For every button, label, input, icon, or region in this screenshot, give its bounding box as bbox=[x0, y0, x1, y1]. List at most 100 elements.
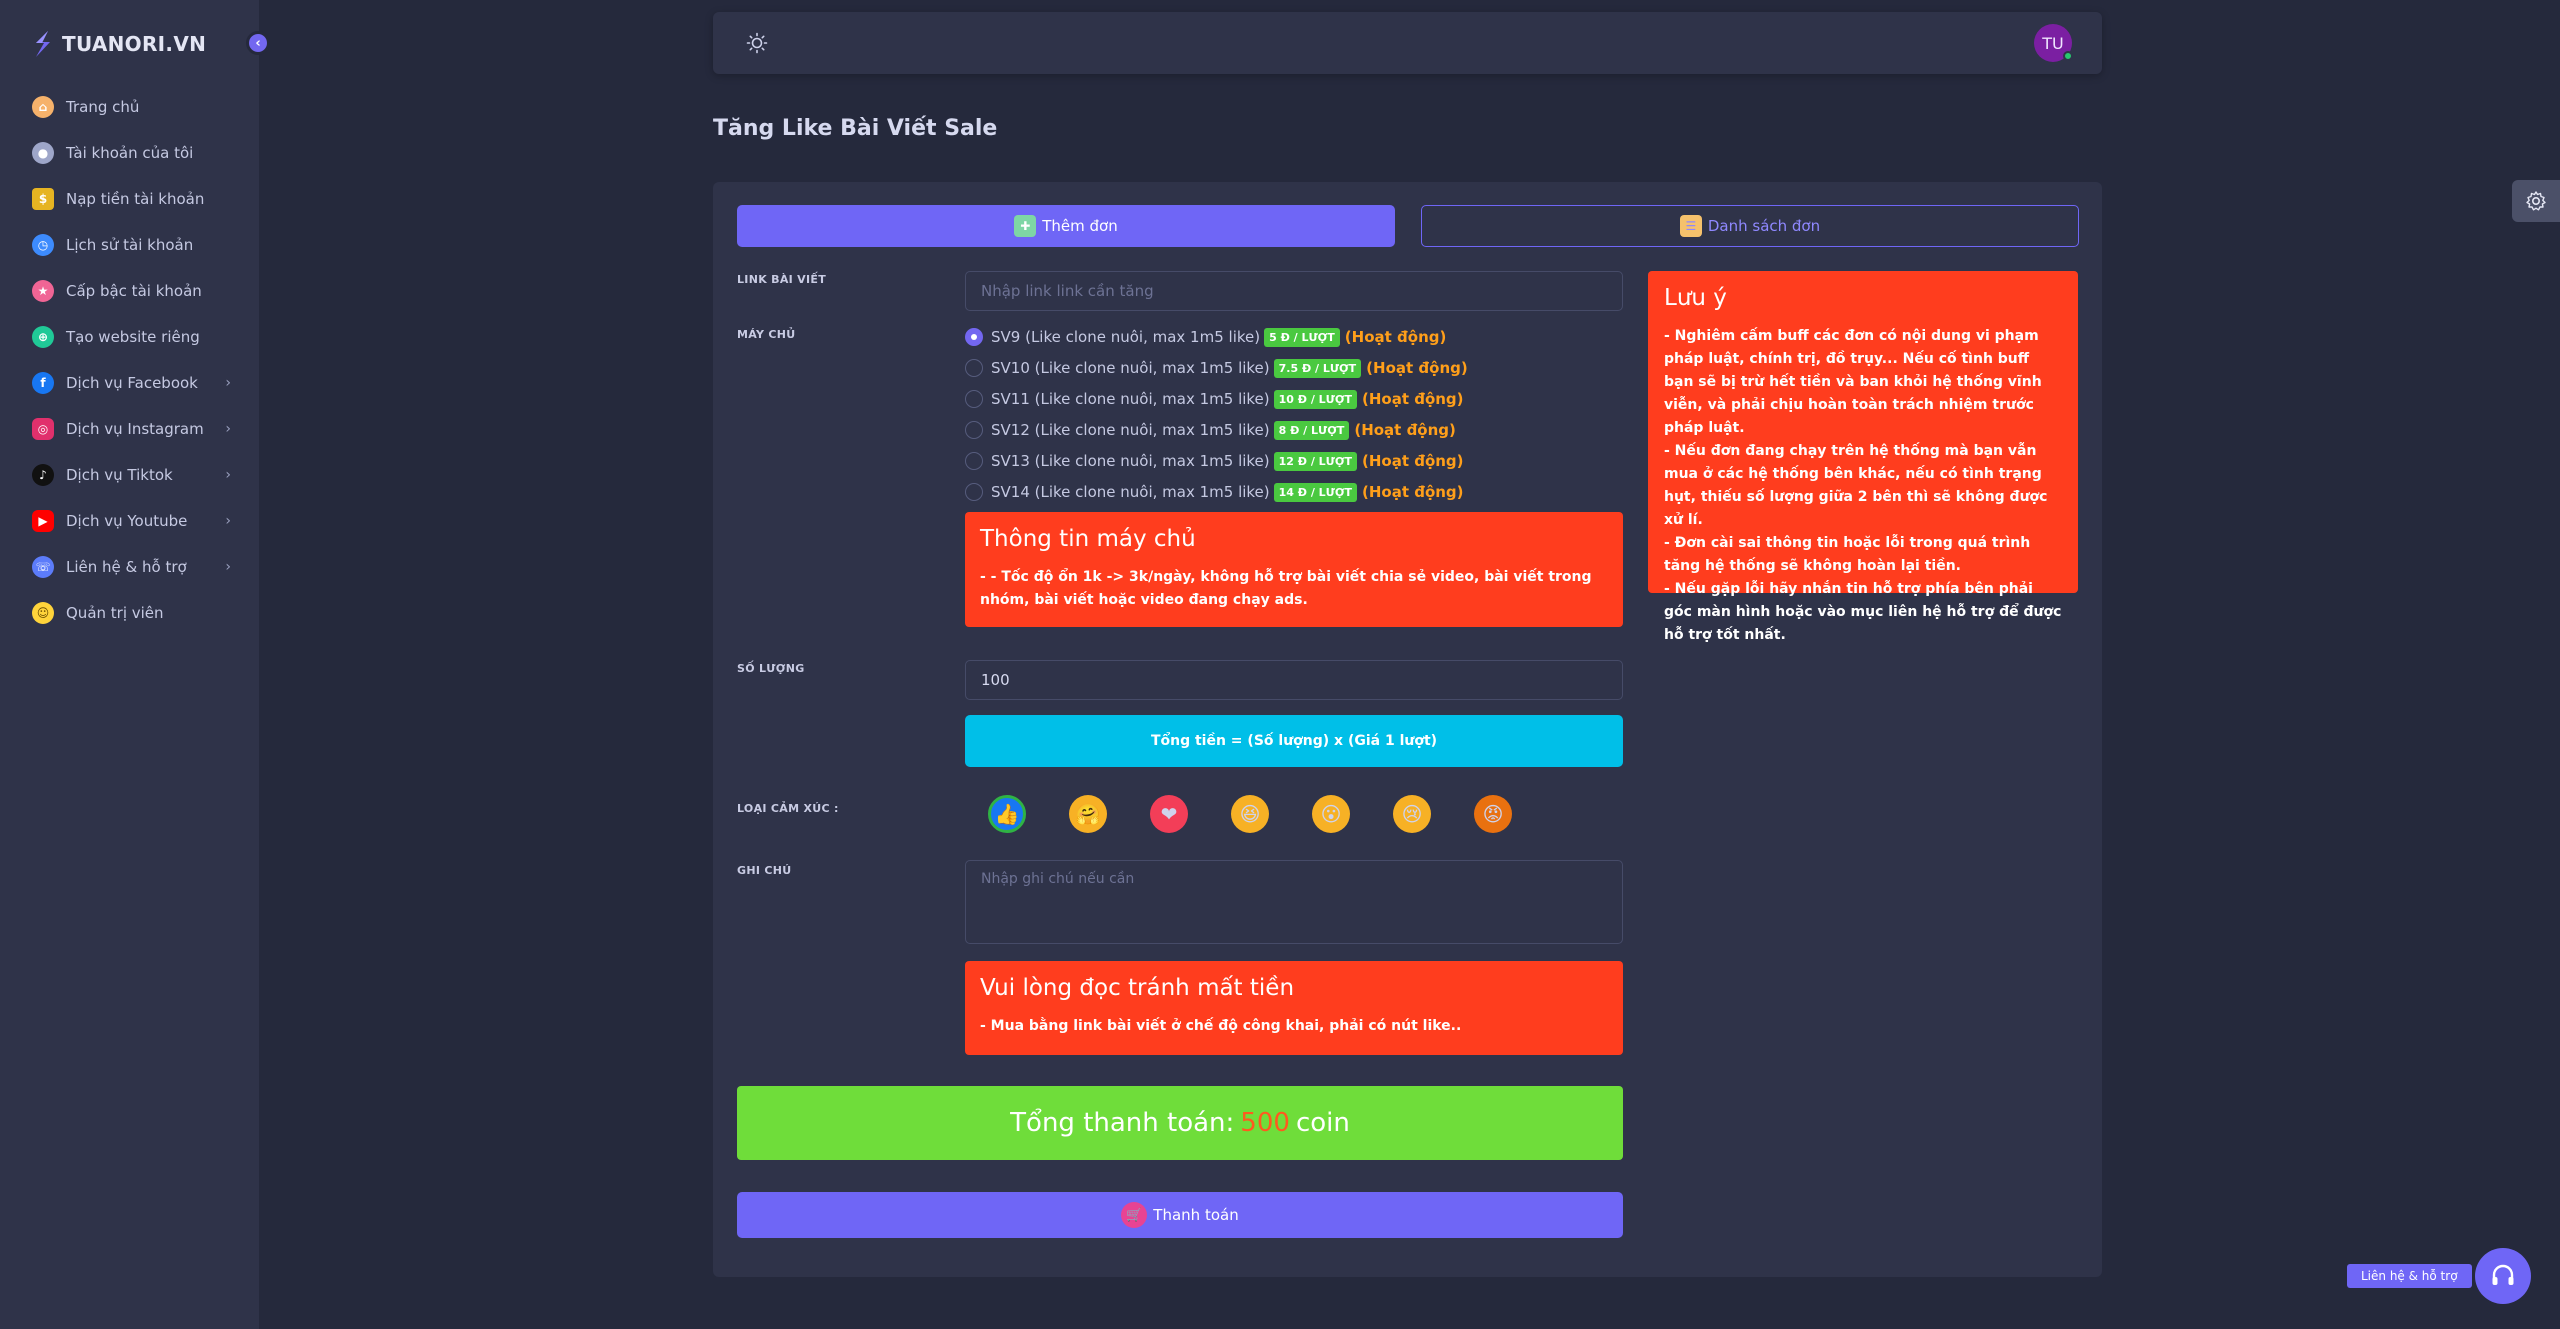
sidebar-item-label: Liên hệ & hỗ trợ bbox=[66, 558, 187, 576]
sun-icon[interactable] bbox=[746, 32, 768, 54]
price-badge: 12 Đ / LƯỢT bbox=[1273, 451, 1357, 471]
server-info-title: Thông tin máy chủ bbox=[980, 526, 1196, 552]
sidebar-item-tiktok[interactable]: ♪ Dịch vụ Tiktok › bbox=[0, 452, 259, 498]
server-option[interactable]: SV13 (Like clone nuôi, max 1m5 like) 12 … bbox=[965, 449, 1464, 473]
sidebar-item-deposit[interactable]: $ Nạp tiền tài khoản bbox=[0, 176, 259, 222]
warning-text: - Mua bằng link bài viết ở chế độ công k… bbox=[980, 1018, 1462, 1034]
sad-reaction-icon[interactable]: 😢 bbox=[1393, 795, 1431, 833]
sidebar-item-history[interactable]: ◷ Lịch sử tài khoản bbox=[0, 222, 259, 268]
server-status: (Hoạt động) bbox=[1361, 452, 1464, 470]
server-status: (Hoạt động) bbox=[1354, 421, 1456, 439]
sidebar-item-label: Dịch vụ Tiktok bbox=[66, 466, 173, 484]
notice-box: Lưu ý - Nghiêm cấm buff các đơn có nội d… bbox=[1648, 271, 2078, 643]
support-icon: ☏ bbox=[32, 556, 54, 578]
link-input[interactable]: Nhập link link cần tăng bbox=[965, 271, 1623, 311]
brand[interactable]: TUANORI.VN bbox=[30, 28, 206, 60]
server-name: SV13 (Like clone nuôi, max 1m5 like) bbox=[991, 452, 1270, 470]
sidebar-item-home[interactable]: ⌂ Trang chủ bbox=[0, 84, 259, 130]
price-badge: 14 Đ / LƯỢT bbox=[1273, 482, 1357, 502]
note-textarea[interactable]: Nhập ghi chú nếu cần bbox=[965, 860, 1623, 944]
sidebar-item-label: Lịch sử tài khoản bbox=[66, 236, 194, 254]
like-reaction-icon[interactable]: 👍 bbox=[988, 795, 1026, 833]
online-status-dot bbox=[2063, 51, 2073, 61]
sidebar-item-account[interactable]: ● Tài khoản của tôi bbox=[0, 130, 259, 176]
server-status: (Hoạt động) bbox=[1361, 483, 1464, 501]
care-reaction-icon[interactable]: 🤗 bbox=[1069, 795, 1107, 833]
facebook-icon: f bbox=[32, 372, 54, 394]
youtube-icon: ▶ bbox=[32, 510, 54, 532]
radio-button[interactable] bbox=[965, 328, 983, 346]
server-name: SV11 (Like clone nuôi, max 1m5 like) bbox=[991, 390, 1270, 408]
chevron-right-icon: › bbox=[225, 375, 231, 391]
radio-button[interactable] bbox=[965, 390, 983, 408]
notice-line: - Nếu gặp lỗi hãy nhắn tin hỗ trợ phía b… bbox=[1664, 581, 2062, 643]
sidebar-item-facebook[interactable]: f Dịch vụ Facebook › bbox=[0, 360, 259, 406]
collapse-sidebar-button[interactable]: ‹ bbox=[246, 31, 270, 55]
warning-title: Vui lòng đọc tránh mất tiền bbox=[980, 975, 1295, 1001]
money-icon: $ bbox=[32, 188, 54, 210]
angry-reaction-icon[interactable]: 😡 bbox=[1474, 795, 1512, 833]
tab-order-list-label: Danh sách đơn bbox=[1707, 217, 1821, 235]
tab-add-order[interactable]: ✚ Thêm đơn bbox=[737, 205, 1395, 247]
total-amount: 500 bbox=[1240, 1108, 1290, 1138]
help-label[interactable]: Liên hệ & hỗ trợ bbox=[2347, 1264, 2472, 1288]
notice-line: - Nếu đơn đang chạy trên hệ thống mà bạn… bbox=[1664, 443, 2048, 528]
server-name: SV9 (Like clone nuôi, max 1m5 like) bbox=[991, 328, 1261, 346]
server-info-box: Thông tin máy chủ - - Tốc độ ổn 1k -> 3k… bbox=[965, 512, 1623, 627]
sidebar-item-label: Dịch vụ Youtube bbox=[66, 512, 188, 530]
sidebar-item-rank[interactable]: ★ Cấp bậc tài khoản bbox=[0, 268, 259, 314]
sidebar-item-label: Tạo website riêng bbox=[66, 328, 200, 346]
love-reaction-icon[interactable]: ❤ bbox=[1150, 795, 1188, 833]
avatar[interactable]: TU bbox=[2034, 24, 2073, 62]
avatar-initials: TU bbox=[2042, 33, 2064, 53]
total-payment: Tổng thanh toán: 500 coin bbox=[737, 1086, 1623, 1160]
radio-button[interactable] bbox=[965, 483, 983, 501]
server-option[interactable]: SV9 (Like clone nuôi, max 1m5 like) 5 Đ … bbox=[965, 325, 1446, 349]
page-title: Tăng Like Bài Viết Sale bbox=[713, 116, 998, 141]
user-icon: ● bbox=[32, 142, 54, 164]
rank-icon: ★ bbox=[32, 280, 54, 302]
help-button[interactable] bbox=[2475, 1248, 2531, 1304]
top-bar: TU bbox=[713, 12, 2102, 74]
link-label: LINK BÀI VIẾT bbox=[737, 273, 827, 286]
settings-button[interactable] bbox=[2512, 180, 2560, 222]
tiktok-icon: ♪ bbox=[32, 464, 54, 486]
quantity-input[interactable]: 100 bbox=[965, 660, 1623, 700]
radio-button[interactable] bbox=[965, 452, 983, 470]
reaction-label: LOẠI CẢM XÚC : bbox=[737, 802, 839, 815]
admin-icon: ☺ bbox=[32, 602, 54, 624]
sidebar-item-support[interactable]: ☏ Liên hệ & hỗ trợ › bbox=[0, 544, 259, 590]
sidebar-item-label: Trang chủ bbox=[66, 98, 140, 116]
sidebar-item-website[interactable]: ⊕ Tạo website riêng bbox=[0, 314, 259, 360]
server-option[interactable]: SV14 (Like clone nuôi, max 1m5 like) 14 … bbox=[965, 480, 1464, 504]
globe-icon: ⊕ bbox=[32, 326, 54, 348]
server-option[interactable]: SV11 (Like clone nuôi, max 1m5 like) 10 … bbox=[965, 387, 1464, 411]
sidebar-item-instagram[interactable]: ◎ Dịch vụ Instagram › bbox=[0, 406, 259, 452]
sidebar-item-admin[interactable]: ☺ Quản trị viên bbox=[0, 590, 259, 636]
haha-reaction-icon[interactable]: 😆 bbox=[1231, 795, 1269, 833]
radio-button[interactable] bbox=[965, 359, 983, 377]
warning-box: Vui lòng đọc tránh mất tiền - Mua bằng l… bbox=[965, 961, 1623, 1055]
sidebar-item-youtube[interactable]: ▶ Dịch vụ Youtube › bbox=[0, 498, 259, 544]
total-prefix: Tổng thanh toán: bbox=[1010, 1108, 1235, 1138]
sidebar-item-label: Quản trị viên bbox=[66, 604, 164, 622]
server-option[interactable]: SV10 (Like clone nuôi, max 1m5 like) 7.5… bbox=[965, 356, 1468, 380]
brand-name: TUANORI.VN bbox=[62, 32, 207, 56]
sidebar-item-label: Dịch vụ Facebook bbox=[66, 374, 198, 392]
price-badge: 8 Đ / LƯỢT bbox=[1273, 420, 1350, 440]
quantity-label: SỐ LƯỢNG bbox=[737, 662, 805, 675]
order-card: ✚ Thêm đơn ☰ Danh sách đơn LINK BÀI VIẾT… bbox=[713, 182, 2102, 1277]
wow-reaction-icon[interactable]: 😮 bbox=[1312, 795, 1350, 833]
order-list-icon: ☰ bbox=[1679, 215, 1702, 237]
price-badge: 5 Đ / LƯỢT bbox=[1264, 327, 1340, 347]
chevron-right-icon: › bbox=[225, 421, 231, 437]
notice-line: - Đơn cài sai thông tin hoặc lỗi trong q… bbox=[1664, 535, 2031, 574]
sidebar-item-label: Nạp tiền tài khoản bbox=[66, 190, 205, 208]
server-option[interactable]: SV12 (Like clone nuôi, max 1m5 like) 8 Đ… bbox=[965, 418, 1456, 442]
notice-line: - Nghiêm cấm buff các đơn có nội dung vi… bbox=[1664, 328, 2042, 436]
radio-button[interactable] bbox=[965, 421, 983, 439]
tab-order-list[interactable]: ☰ Danh sách đơn bbox=[1421, 205, 2079, 247]
pay-button[interactable]: 🛒 Thanh toán bbox=[737, 1192, 1623, 1238]
server-info-text: - - Tốc độ ổn 1k -> 3k/ngày, không hỗ tr… bbox=[980, 569, 1592, 608]
sidebar-item-label: Tài khoản của tôi bbox=[66, 144, 194, 162]
